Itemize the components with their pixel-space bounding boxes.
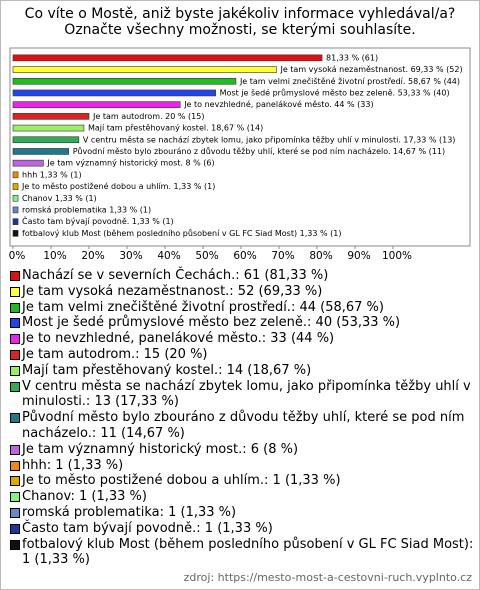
legend-label: romská problematika: 1 (1,33 %) — [22, 504, 237, 520]
bar — [12, 113, 90, 120]
x-tick-label: 50% — [195, 250, 218, 262]
legend-swatch — [10, 302, 20, 313]
x-tick-label: 0% — [9, 250, 26, 262]
legend-item: Je tam velmi znečištěné životní prostřed… — [10, 300, 474, 316]
value-label: Často tam bývají povodně. 1,33 % (1) — [22, 215, 174, 226]
legend-item: Často tam bývají povodně.: 1 (1,33 %) — [10, 521, 474, 537]
x-tick-label: 30% — [119, 250, 142, 262]
x-tick-label: 60% — [233, 250, 256, 262]
bar — [12, 89, 216, 97]
legend-label: Most je šedé průmyslové město bez zeleně… — [22, 315, 401, 331]
legend-swatch — [10, 271, 20, 281]
value-label: fotbalový klub Most (během posledního pů… — [22, 228, 341, 238]
legend-swatch — [10, 460, 20, 471]
legend-label: Je tam velmi znečištěné životní prostřed… — [22, 299, 384, 315]
legend-swatch — [10, 476, 20, 487]
legend-label: hhh: 1 (1,33 %) — [22, 457, 124, 473]
value-label: Je tam autodrom. 20 % (15) — [92, 112, 204, 121]
value-label: romská problematika 1,33 % (1) — [22, 205, 151, 214]
legend-item: Je tam vysoká nezaměstnanost.: 52 (69,33… — [10, 284, 474, 300]
bar — [12, 183, 19, 190]
value-label: Je to město postižené dobou a uhlím. 1,3… — [21, 181, 215, 191]
legend-label: Často tam bývají povodně.: 1 (1,33 %) — [22, 520, 273, 536]
bar — [12, 171, 19, 179]
x-tick-label: 40% — [157, 250, 180, 262]
legend-item: V centru města se nachází zbytek lomu, j… — [10, 379, 474, 411]
value-label: Původní město bylo zbouráno z důvodu těž… — [73, 146, 445, 156]
bar — [12, 124, 85, 132]
chart-title: Co víte o Mostě, aniž byste jakékoliv in… — [24, 6, 456, 38]
bar — [12, 148, 70, 155]
legend-item: Nachází se v severních Čechách.: 61 (81,… — [10, 268, 474, 284]
legend-swatch — [10, 381, 20, 392]
plot-area: 81,33 % (61) Je tam vysoká nezaměstnanost… — [12, 53, 463, 238]
x-tick-label: 20% — [81, 250, 104, 262]
legend-swatch — [10, 318, 20, 329]
bar — [12, 159, 44, 167]
value-label: Most je šedé průmyslové město bez zeleně… — [220, 87, 450, 97]
legend-item: Mají tam přestěhovaný kostel.: 14 (18,67… — [10, 363, 474, 379]
value-label: Je tam významný historický most. 8 % (6) — [46, 159, 214, 168]
x-tick-label: 100% — [382, 250, 412, 262]
legend-label: Chanov: 1 (1,33 %) — [22, 489, 147, 505]
legend-label: Je tam vysoká nezaměstnanost.: 52 (69,33… — [22, 283, 323, 299]
value-label: V centru města se nachází zbytek lomu, j… — [83, 135, 456, 144]
value-label: Je tam vysoká nezaměstnanost. 69,33 % (5… — [279, 65, 462, 74]
bar — [12, 54, 323, 62]
legend-label: Je to město postižené dobou a uhlím.: 1 … — [22, 473, 341, 489]
legend: Nachází se v severních Čechách.: 61 (81,… — [10, 268, 474, 568]
legend-item: fotbalový klub Most (během posledního pů… — [10, 537, 474, 569]
legend-item: Je to nevzhledné, panelákové město.: 33 … — [10, 331, 474, 347]
legend-item: romská problematika: 1 (1,33 %) — [10, 505, 474, 521]
x-tick-label: 90% — [347, 250, 370, 262]
legend-label: Je tam významný historický most.: 6 (8 %… — [22, 441, 299, 457]
source: zdroj: https://mesto-most-a-cestovni-ruc… — [183, 571, 472, 584]
legend-swatch — [10, 413, 20, 424]
bar — [12, 218, 19, 225]
legend-swatch — [10, 349, 20, 360]
legend-swatch — [10, 492, 20, 503]
x-tick-label: 80% — [309, 250, 332, 262]
legend-item: Je tam autodrom.: 15 (20 %) — [10, 347, 474, 363]
legend-item: Most je šedé průmyslové město bez zeleně… — [10, 315, 474, 331]
bar — [12, 206, 19, 214]
legend-item: Je to město postižené dobou a uhlím.: 1 … — [10, 473, 474, 489]
value-label: Mají tam přestěhovaný kostel. 18,67 % (1… — [88, 124, 263, 133]
value-label: hhh 1,33 % (1) — [22, 170, 82, 179]
legend-item: Je tam významný historický most.: 6 (8 %… — [10, 442, 474, 458]
bar — [12, 101, 181, 108]
legend-swatch — [10, 507, 20, 518]
bar — [12, 194, 19, 202]
legend-swatch — [10, 444, 20, 455]
legend-swatch — [10, 286, 20, 297]
legend-item: Chanov: 1 (1,33 %) — [10, 489, 474, 505]
legend-label: Je to nevzhledné, panelákové město.: 33 … — [22, 331, 335, 347]
value-label: Chanov 1,33 % (1) — [22, 194, 97, 203]
legend-label: Původní město bylo zbouráno z důvodu těž… — [22, 410, 465, 441]
value-label: 81,33 % (61) — [326, 53, 378, 62]
bar — [12, 66, 277, 73]
bar — [12, 230, 19, 237]
value-label: Je tam velmi znečištěné životní prostřed… — [239, 76, 460, 86]
legend-label: Nachází se v severních Čechách.: 61 (81,… — [22, 268, 329, 283]
x-tick-label: 10% — [43, 250, 66, 262]
legend-swatch — [10, 334, 20, 345]
legend-swatch — [10, 539, 20, 550]
bar — [12, 77, 237, 85]
x-tick-label: 70% — [271, 250, 294, 262]
legend-swatch — [10, 523, 20, 534]
legend-label: Je tam autodrom.: 15 (20 %) — [22, 346, 208, 362]
legend-item: hhh: 1 (1,33 %) — [10, 458, 474, 474]
chart: 81,33 % (61) Je tam vysoká nezaměstnanost… — [9, 47, 471, 262]
legend-swatch — [10, 365, 20, 376]
legend-label: V centru města se nachází zbytek lomu, j… — [22, 378, 471, 410]
legend-item: Původní město bylo zbouráno z důvodu těž… — [10, 410, 474, 442]
legend-label: Mají tam přestěhovaný kostel.: 14 (18,67… — [22, 362, 312, 378]
bar — [12, 136, 80, 144]
legend-label: fotbalový klub Most (během posledního pů… — [22, 536, 474, 568]
value-label: Je to nevzhledné, panelákové město. 44 %… — [183, 99, 373, 109]
